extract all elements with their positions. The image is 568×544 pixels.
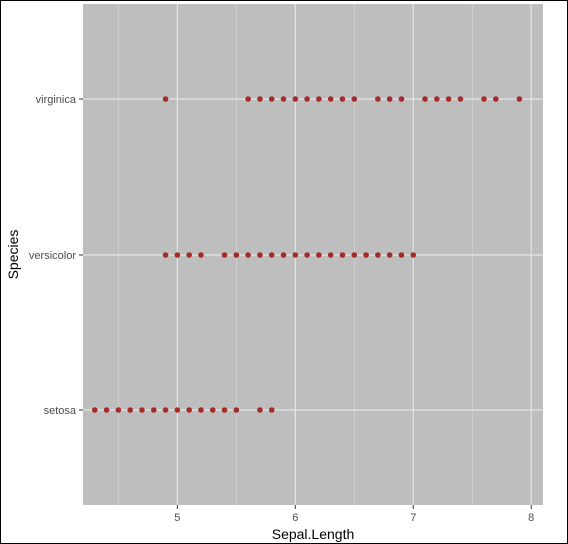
data-point-virginica [304,96,310,102]
data-point-virginica [375,96,381,102]
data-point-virginica [351,96,358,102]
data-point-versicolor [257,252,263,258]
data-points [91,96,523,413]
data-point-setosa [115,407,122,413]
data-point-versicolor [280,252,287,258]
data-point-versicolor [351,252,358,258]
data-point-virginica [445,96,452,102]
data-point-virginica [280,96,287,102]
data-point-versicolor [316,252,322,258]
x-tick-label: 6 [292,512,298,524]
data-point-versicolor [363,252,369,258]
x-tick-label: 7 [410,512,416,524]
data-point-virginica [339,96,346,102]
x-tick-label: 8 [528,512,534,524]
y-axis-ticks: setosa versicolor virginica [29,94,83,417]
data-point-virginica [292,96,299,102]
data-point-setosa [139,407,145,413]
data-point-setosa [186,407,192,413]
data-point-virginica [422,96,428,102]
data-point-virginica [457,96,464,102]
data-point-virginica [327,96,334,102]
data-point-versicolor [398,252,405,258]
data-point-virginica [268,96,275,102]
data-point-versicolor [375,252,381,258]
data-point-setosa [162,407,169,413]
x-axis-ticks: 5 6 7 8 [174,505,534,524]
data-point-versicolor [304,252,310,258]
y-axis-title: Species [5,230,21,280]
data-point-virginica [516,96,523,102]
data-point-setosa [221,407,228,413]
data-point-versicolor [186,252,192,258]
data-point-versicolor [245,252,251,258]
data-point-versicolor [386,252,393,258]
data-point-virginica [434,96,440,102]
data-point-virginica [162,96,169,102]
data-point-setosa [103,407,110,413]
data-point-virginica [245,96,251,102]
data-point-setosa [233,407,240,413]
data-point-versicolor [174,252,181,258]
data-point-virginica [386,96,393,102]
data-point-versicolor [292,252,299,258]
y-tick-label: versicolor [29,250,76,262]
data-point-setosa [91,407,98,413]
data-point-setosa [127,407,133,413]
data-point-setosa [174,407,181,413]
x-tick-label: 5 [174,512,180,524]
data-point-setosa [209,407,216,413]
data-point-versicolor [162,252,169,258]
data-point-virginica [481,96,487,102]
data-point-setosa [198,407,204,413]
data-point-virginica [493,96,499,102]
y-tick-label: setosa [44,405,77,417]
data-point-versicolor [198,252,204,258]
data-point-setosa [268,407,275,413]
data-point-versicolor [221,252,228,258]
data-point-versicolor [327,252,334,258]
data-point-versicolor [233,252,240,258]
x-axis-title: Sepal.Length [272,526,355,542]
data-point-versicolor [268,252,275,258]
data-point-setosa [150,407,157,413]
data-point-virginica [257,96,263,102]
data-point-virginica [398,96,405,102]
data-point-setosa [257,407,263,413]
data-point-versicolor [410,252,417,258]
data-point-versicolor [339,252,346,258]
y-tick-label: virginica [36,94,77,106]
data-point-virginica [316,96,322,102]
